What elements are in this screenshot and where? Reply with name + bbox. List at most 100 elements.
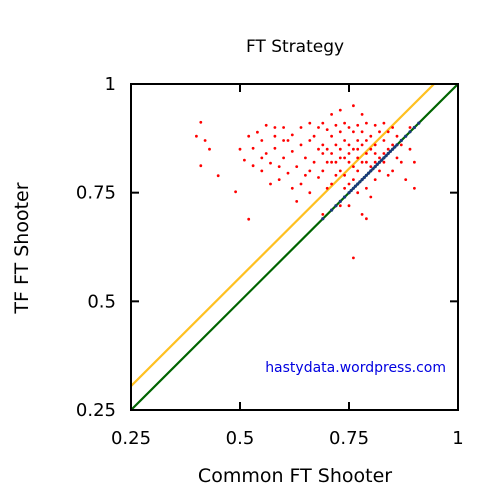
data-point [321,169,325,173]
data-point [365,217,368,221]
data-point [360,213,364,216]
data-point [365,160,368,164]
data-point [260,139,264,142]
data-point [330,208,334,212]
data-point [286,139,290,142]
series-1 [321,121,421,221]
data-point [295,200,299,203]
data-point [378,130,381,134]
data-point [360,143,364,147]
data-point [282,156,285,160]
data-point [369,195,373,199]
data-point [290,133,294,137]
data-point [338,147,342,151]
data-point [347,126,351,129]
data-point [338,108,342,112]
data-point [360,130,364,134]
data-point [286,171,290,175]
data-point [386,147,390,151]
data-point [382,121,386,125]
y-tick-label: 0.75 [76,183,116,204]
data-point [216,174,220,178]
data-point [264,123,268,127]
data-point [269,182,272,186]
data-point [234,190,238,194]
data-point [391,126,394,129]
data-point [260,169,264,173]
data-point [273,126,277,129]
data-point [321,121,325,125]
x-tick-label: 0.25 [111,428,151,449]
data-point [338,169,342,173]
x-axis-label: Common FT Shooter [198,465,392,487]
data-point [251,164,255,168]
data-point [395,156,399,160]
data-point [264,152,268,155]
data-point [347,152,351,155]
data-point [325,186,329,190]
data-point [325,160,329,164]
x-tick-label: 1 [452,428,463,449]
data-point [338,199,342,203]
data-point [404,178,408,182]
data-point [308,139,312,142]
data-point [199,120,203,124]
data-point [408,147,412,151]
data-point [317,126,320,129]
data-point [380,158,384,162]
data-point [343,156,346,160]
data-point [364,173,368,177]
data-point [295,165,299,169]
data-point [277,178,281,182]
data-point [199,164,203,168]
data-point [282,126,285,129]
data-point [269,161,272,165]
data-point [330,182,333,186]
data-point [330,152,333,155]
data-point [352,147,355,151]
data-point [408,126,412,129]
data-point [330,113,333,116]
data-point [384,154,388,158]
data-point [321,213,325,216]
data-point [365,139,368,142]
data-point [330,134,333,138]
data-point [321,143,325,147]
data-point [356,169,360,173]
offset-line [131,84,436,387]
data-point [352,130,355,134]
data-point [352,104,355,108]
data-point [299,182,303,186]
data-point [356,182,360,186]
data-point [365,186,368,190]
data-point [312,160,316,164]
data-point [260,156,264,160]
y-axis-label: TF FT Shooter [11,182,33,314]
data-point [334,143,338,147]
data-point [321,152,325,155]
y-tick-label: 1 [105,74,116,95]
data-point [356,191,360,195]
data-point [334,173,338,177]
data-point [413,186,416,190]
data-point [378,169,381,173]
data-point [325,147,329,151]
data-point [195,134,198,138]
series-0 [195,104,416,260]
data-point [256,130,259,134]
data-point [367,171,371,175]
data-point [382,139,386,142]
data-point [356,156,360,160]
data-point [365,121,368,125]
data-point [408,130,412,134]
data-point [352,165,355,169]
data-point [373,123,377,127]
data-point [388,149,392,153]
data-point [325,128,329,132]
data-point [343,173,346,177]
data-points [195,104,421,260]
data-point [373,178,377,182]
data-point [290,150,294,153]
data-point [347,191,351,195]
